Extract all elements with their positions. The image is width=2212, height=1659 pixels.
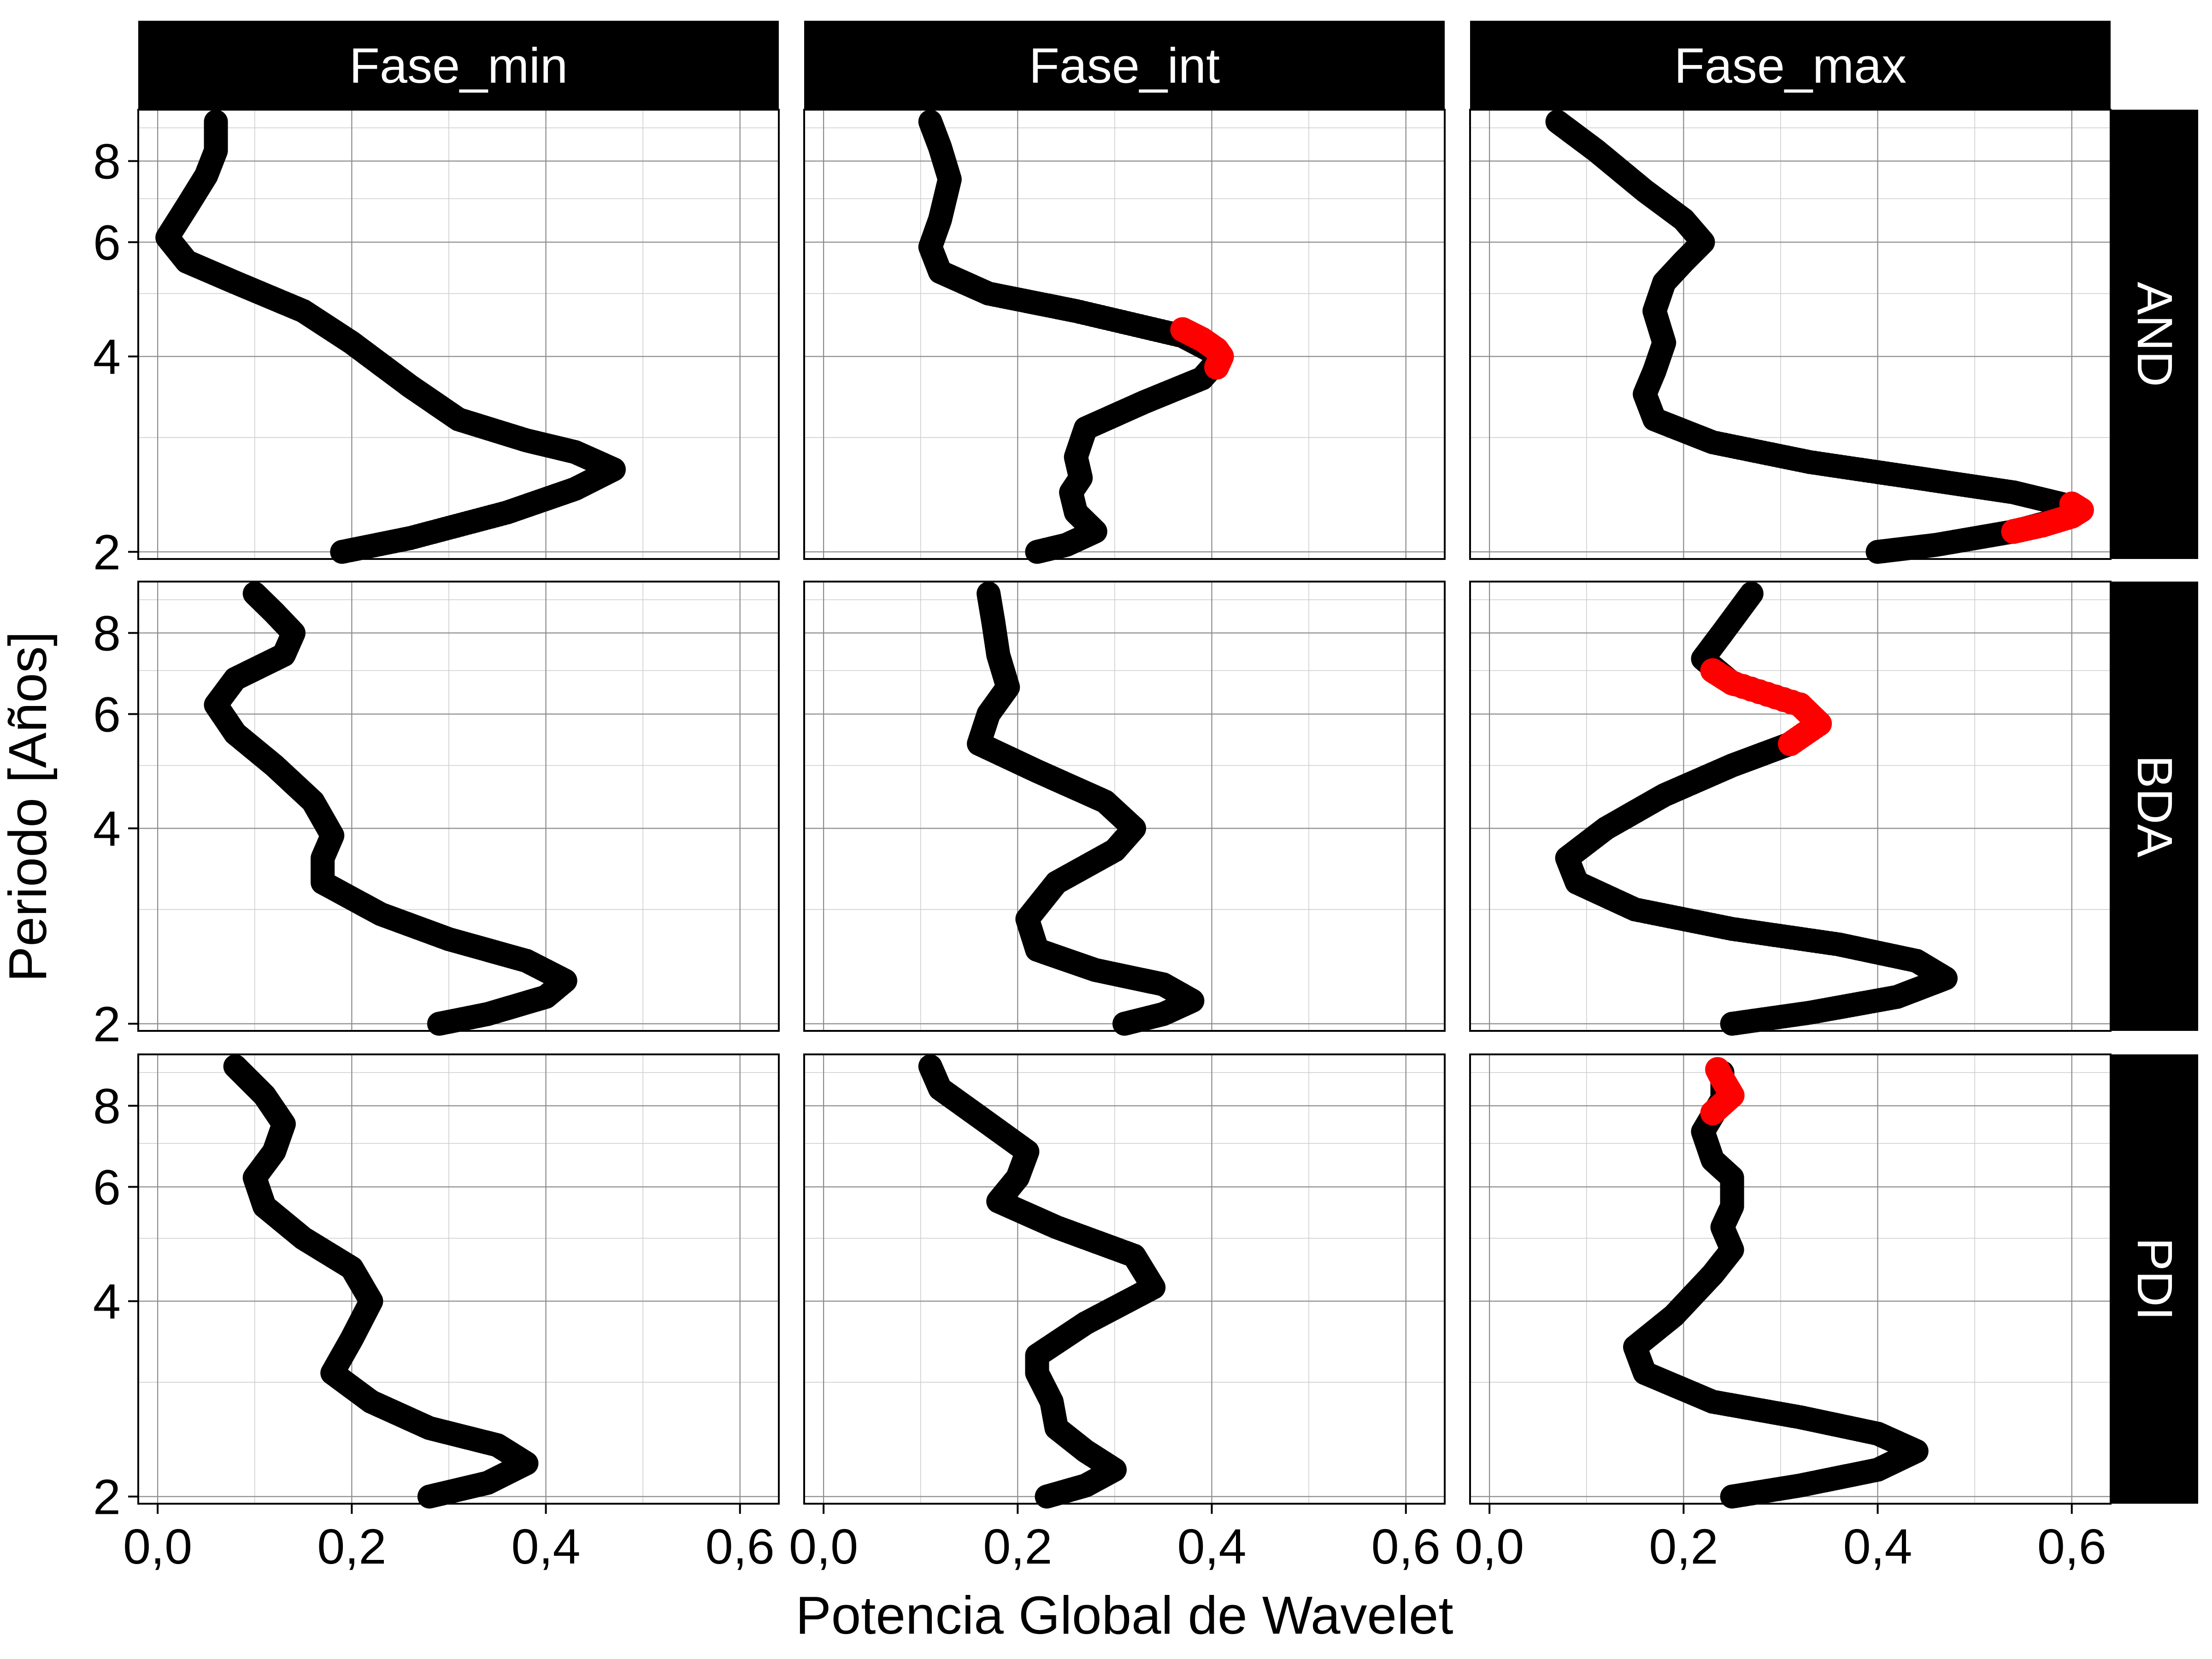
data-point: [204, 110, 228, 134]
panel-border: [137, 1053, 780, 1505]
y-tick-label: 6: [93, 1159, 121, 1215]
x-tick-label: 0,4: [511, 1518, 580, 1574]
x-tick-label: 0,0: [789, 1518, 858, 1574]
x-axis-title: Potencia Global de Wavelet: [795, 1585, 1453, 1645]
x-tick-label: 0,2: [983, 1518, 1052, 1574]
x-tick-label: 0,0: [1455, 1518, 1524, 1574]
y-tick-label: 8: [93, 134, 121, 189]
y-tick-label: 2: [93, 1469, 121, 1525]
panel-bda-fase-max: [1469, 581, 2112, 1032]
x-tick-label: 0,6: [2037, 1518, 2106, 1574]
y-tick-label: 6: [93, 686, 121, 742]
strip-bda: [2111, 582, 2198, 1031]
significant-point: [1705, 1057, 1730, 1082]
data-point: [1739, 582, 1764, 606]
strip-label: Fase_max: [1674, 38, 1906, 94]
data-point: [242, 582, 267, 606]
y-tick-label: 8: [93, 1078, 121, 1134]
panel-border: [137, 581, 780, 1032]
panel-border: [803, 581, 1446, 1032]
y-tick-label: 2: [93, 996, 121, 1052]
data-point: [223, 1054, 247, 1079]
panel-bda-fase-min: [137, 581, 780, 1032]
panel-pdi-fase-max: [1469, 1053, 2112, 1505]
panel-border: [803, 1053, 1446, 1505]
y-axis-title: Periodo [Años]: [0, 631, 58, 982]
x-tick-label: 0,4: [1177, 1518, 1246, 1574]
y-tick-label: 4: [93, 329, 121, 385]
strip-label: Fase_int: [1029, 38, 1220, 94]
x-tick-label: 0,6: [706, 1518, 775, 1574]
significant-point: [1700, 658, 1725, 683]
x-tick-label: 0,6: [1371, 1518, 1441, 1574]
significant-point: [2059, 491, 2084, 517]
significant-point: [1204, 354, 1230, 380]
panel-pdi-fase-int: [803, 1053, 1446, 1505]
data-point: [1545, 110, 1570, 134]
strip-fase-min: [138, 21, 779, 110]
y-tick-label: 2: [93, 524, 121, 580]
strip-label: PDI: [2127, 1237, 2183, 1320]
y-tick-label: 4: [93, 801, 121, 857]
strip-fase-max: [1470, 21, 2111, 110]
y-tick-label: 6: [93, 214, 121, 270]
y-tick-label: 8: [93, 606, 121, 661]
data-point: [918, 1054, 942, 1079]
x-tick-label: 0,0: [123, 1518, 192, 1574]
data-point: [977, 582, 1001, 606]
strip-label: Fase_min: [349, 38, 568, 94]
strip-label: AND: [2127, 282, 2183, 387]
strip-and: [2111, 110, 2198, 559]
panel-and-fase-min: [137, 109, 780, 560]
x-tick-label: 0,4: [1843, 1518, 1912, 1574]
strip-fase-int: [804, 21, 1445, 110]
x-tick-label: 0,2: [317, 1518, 386, 1574]
x-tick-label: 0,2: [1649, 1518, 1718, 1574]
data-point: [918, 110, 942, 134]
y-tick-label: 4: [93, 1274, 121, 1330]
strip-label: BDA: [2127, 755, 2183, 857]
strip-pdi: [2111, 1054, 2198, 1504]
